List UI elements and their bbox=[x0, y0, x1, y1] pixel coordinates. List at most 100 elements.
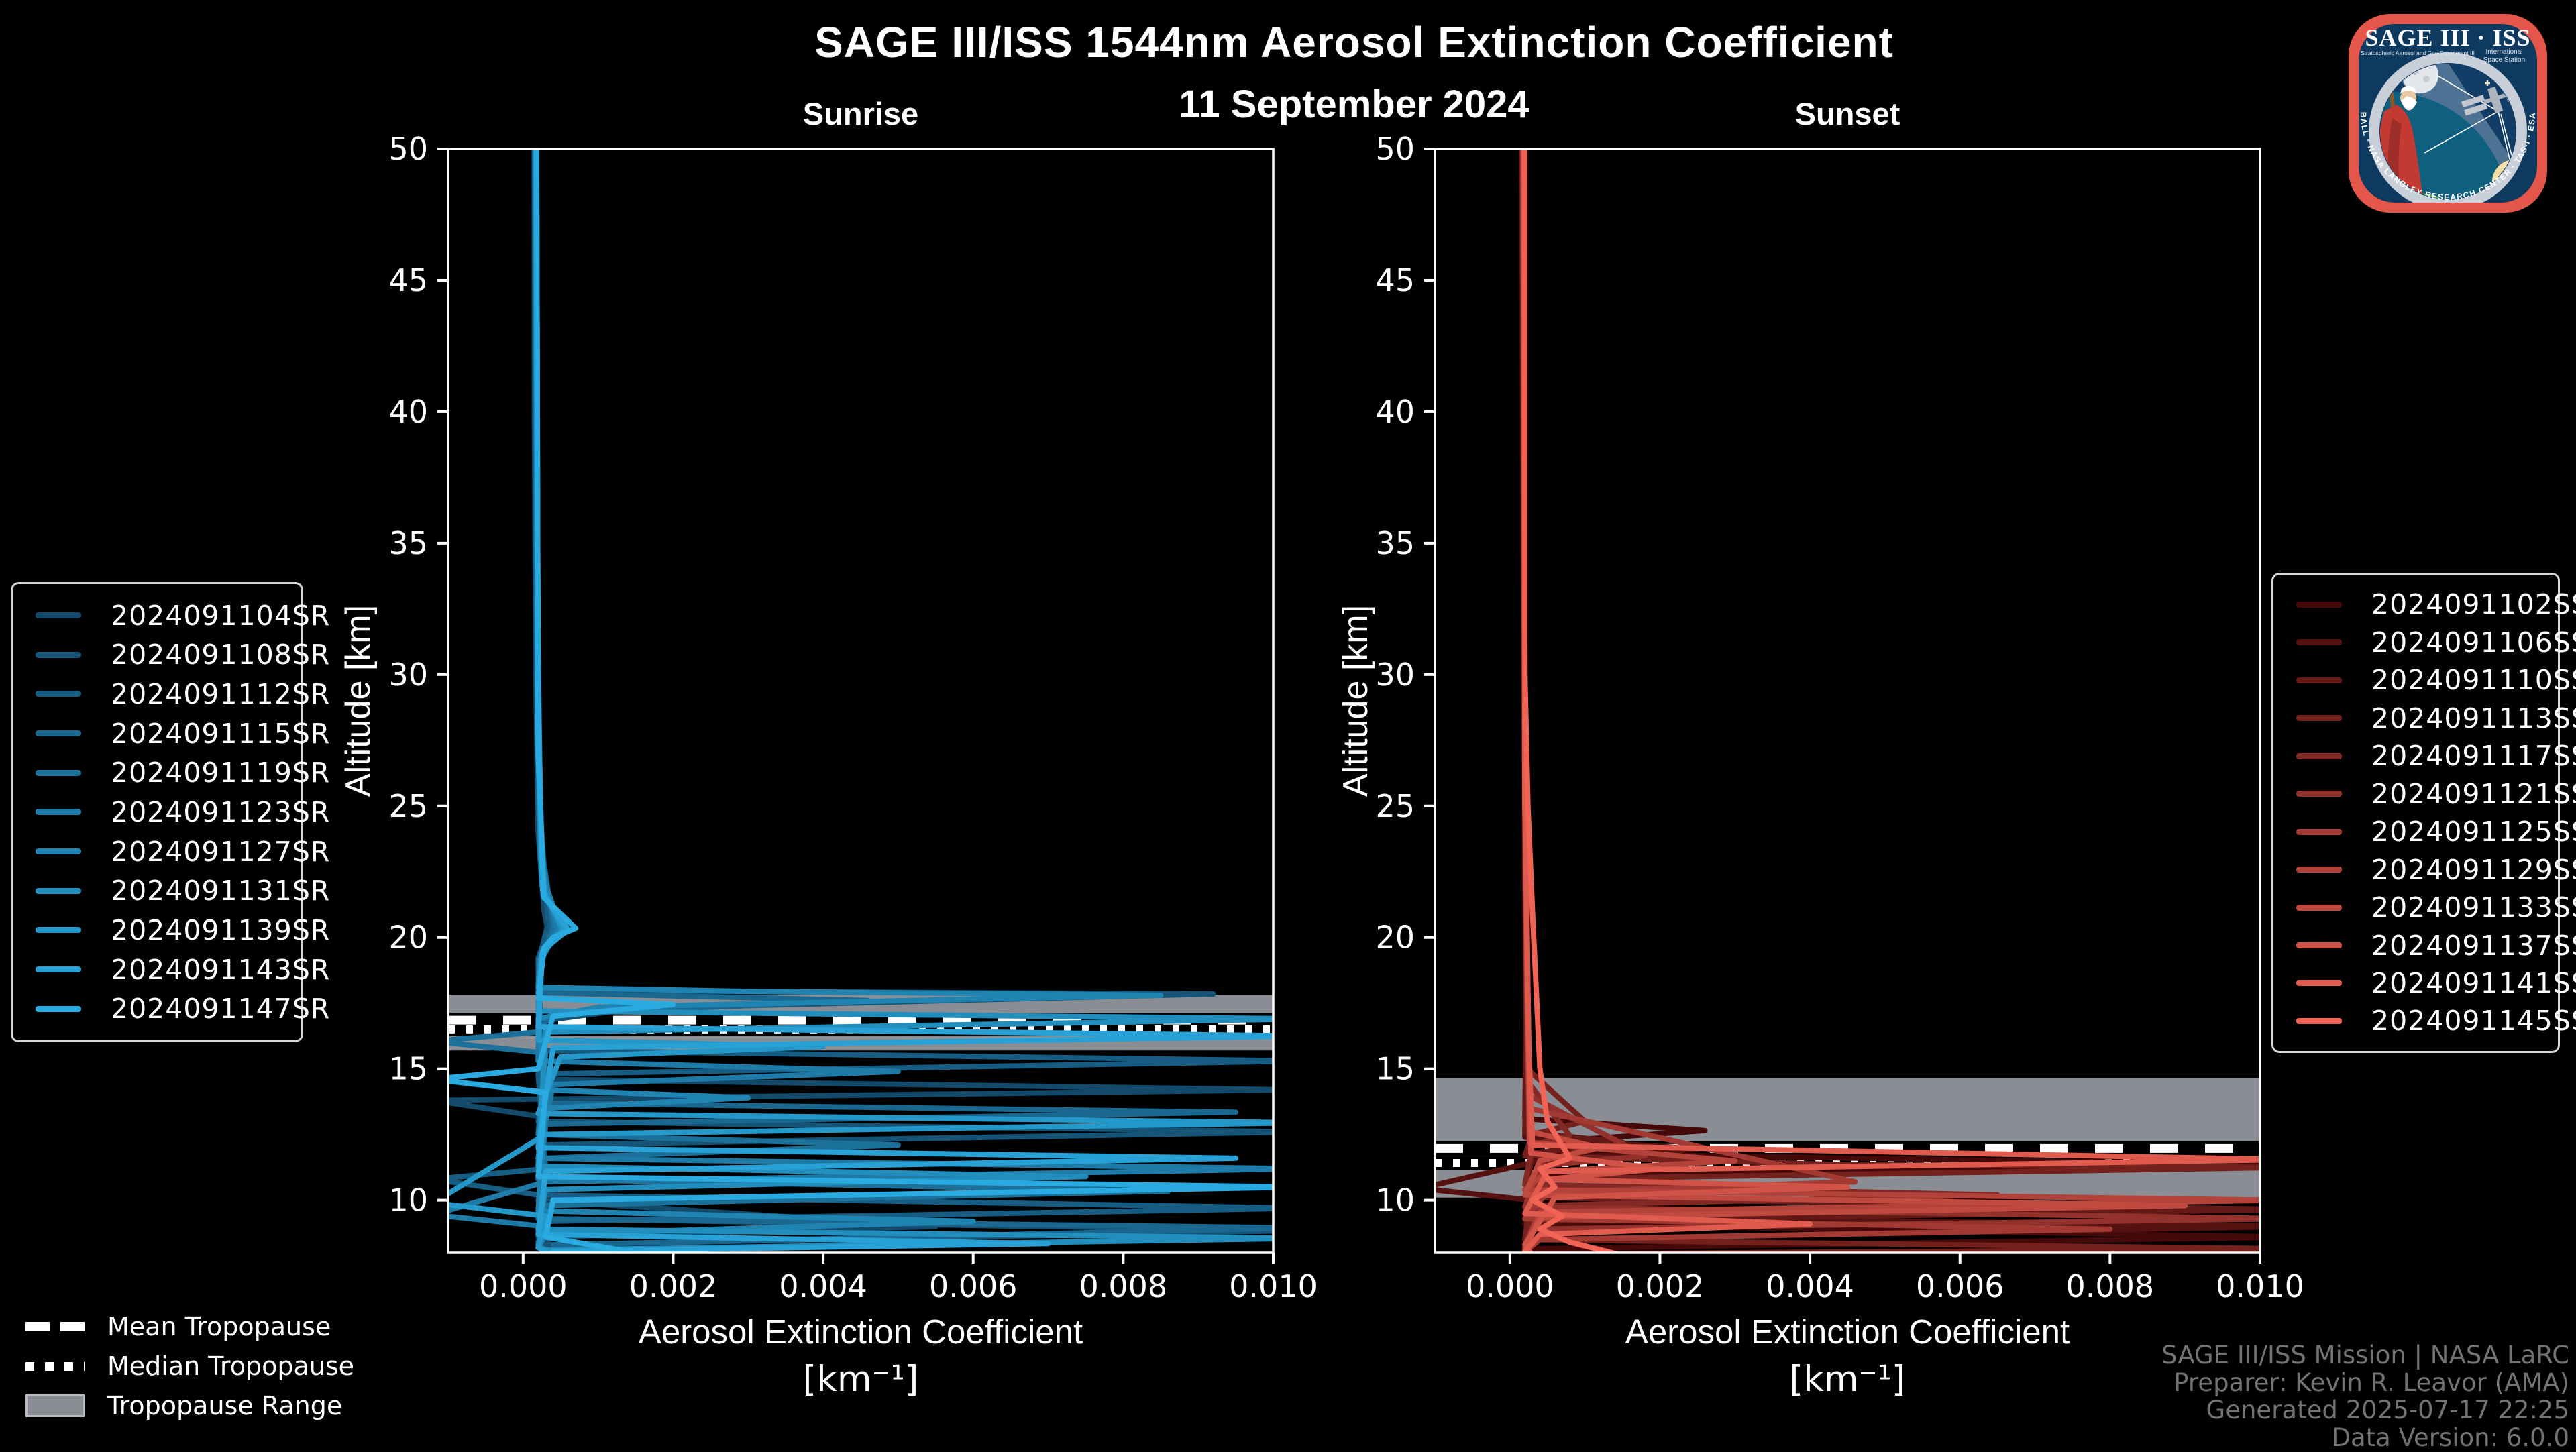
legend-item: 2024091127SR bbox=[13, 836, 329, 868]
legend-item: 2024091129SS bbox=[2273, 854, 2576, 886]
legend-label: 2024091115SR bbox=[111, 717, 331, 750]
legend-line-swatch bbox=[36, 730, 81, 737]
legend-line-swatch bbox=[36, 691, 81, 697]
legend-line-swatch bbox=[2296, 1017, 2342, 1024]
legend-item: 2024091139SR bbox=[13, 914, 329, 946]
legend-item-median-tropopause: Median Tropopause bbox=[25, 1351, 354, 1381]
legend-label: 2024091127SR bbox=[111, 835, 331, 868]
legend-item: 2024091119SR bbox=[13, 757, 329, 789]
footer-line: Preparer: Kevin R. Leavor (AMA) bbox=[2174, 1368, 2569, 1397]
legend-item: 2024091106SS bbox=[2273, 626, 2576, 659]
footer-line: Generated 2025-07-17 22:25 bbox=[2206, 1396, 2569, 1425]
legend-label: 2024091117SS bbox=[2371, 740, 2576, 773]
logo-title: SAGE III · ISS bbox=[2365, 24, 2530, 51]
y-tick-label: 20 bbox=[388, 919, 428, 956]
sunset-plot-area bbox=[1435, 149, 2260, 1253]
x-tick-label: 0.002 bbox=[1616, 1268, 1705, 1304]
y-tick-label: 45 bbox=[388, 262, 428, 298]
legend-item: 2024091123SR bbox=[13, 796, 329, 828]
legend-label: 2024091141SS bbox=[2371, 966, 2576, 999]
legend-label: 2024091145SS bbox=[2371, 1005, 2576, 1038]
x-axis-label-sunrise: Aerosol Extinction Coefficient bbox=[638, 1313, 1083, 1351]
y-tick-label: 10 bbox=[388, 1182, 428, 1219]
x-tick-label: 0.000 bbox=[1466, 1268, 1554, 1304]
page-title: SAGE III/ISS 1544nm Aerosol Extinction C… bbox=[814, 18, 1894, 66]
x-axis-unit-sunrise: [km⁻¹] bbox=[802, 1359, 919, 1400]
x-tick-label: 0.006 bbox=[929, 1268, 1018, 1304]
legend-line-swatch bbox=[2296, 677, 2342, 683]
footer-credits: SAGE III/ISS Mission | NASA LaRC Prepare… bbox=[2161, 1341, 2569, 1451]
x-tick-label: 0.008 bbox=[1079, 1268, 1168, 1304]
date-subtitle: 11 September 2024 bbox=[1179, 82, 1529, 126]
y-tick-label: 15 bbox=[1375, 1051, 1415, 1087]
x-axis-unit-sunset: [km⁻¹] bbox=[1789, 1359, 1906, 1400]
y-tick-label: 15 bbox=[388, 1051, 428, 1087]
legend-label: 2024091131SR bbox=[111, 875, 331, 907]
legend-label: 2024091104SR bbox=[111, 599, 331, 632]
y-tick-label: 45 bbox=[1375, 262, 1415, 298]
y-tick-label: 35 bbox=[1375, 525, 1415, 561]
legend-item: 2024091117SS bbox=[2273, 740, 2576, 772]
legend-line-swatch bbox=[36, 1005, 81, 1012]
legend-item: 2024091147SR bbox=[13, 993, 329, 1025]
y-tick-label: 25 bbox=[388, 788, 428, 824]
series-line-2024091145SS bbox=[1522, 149, 1623, 1253]
logo-subtitle-right-1: International bbox=[2485, 48, 2522, 56]
legend-item: 2024091133SS bbox=[2273, 891, 2576, 924]
x-tick-label: 0.006 bbox=[1916, 1268, 2004, 1304]
legend-line-swatch bbox=[36, 612, 81, 619]
y-tick-label: 30 bbox=[1375, 657, 1415, 693]
legend-line-swatch bbox=[2296, 639, 2342, 646]
legend-line-swatch bbox=[2296, 867, 2342, 873]
legend-line-swatch bbox=[2296, 715, 2342, 722]
legend-item: 2024091108SR bbox=[13, 638, 329, 671]
y-tick-label: 20 bbox=[1375, 919, 1415, 956]
y-tick-label: 40 bbox=[1375, 394, 1415, 430]
legend-line-swatch bbox=[2296, 904, 2342, 911]
y-axis-label-sunrise: Altitude [km] bbox=[339, 604, 378, 797]
legend-line-swatch bbox=[2296, 752, 2342, 759]
x-tick-label: 0.000 bbox=[479, 1268, 568, 1304]
legend-line-swatch bbox=[2296, 942, 2342, 949]
legend-sunset: 2024091102SS 2024091106SS 2024091110SS 2024… bbox=[2271, 573, 2576, 1053]
y-tick-label: 10 bbox=[1375, 1182, 1415, 1219]
legend-line-swatch bbox=[2296, 791, 2342, 797]
legend-line-swatch bbox=[36, 769, 81, 776]
legend-line-swatch bbox=[36, 651, 81, 658]
legend-label: 2024091143SR bbox=[111, 953, 331, 986]
legend-line-swatch bbox=[36, 966, 81, 973]
panel-title-sunrise: Sunrise bbox=[802, 96, 919, 131]
panel-title-sunset: Sunset bbox=[1794, 96, 1900, 131]
legend-label: 2024091112SR bbox=[111, 677, 331, 710]
y-tick-label: 40 bbox=[388, 394, 428, 430]
x-tick-label: 0.010 bbox=[1229, 1268, 1318, 1304]
legend-item: 2024091131SR bbox=[13, 875, 329, 907]
y-axis-label-sunset: Altitude [km] bbox=[1336, 604, 1375, 797]
legend-label: 2024091121SS bbox=[2371, 777, 2576, 810]
y-tick-label: 30 bbox=[388, 657, 428, 693]
gray-band-swatch bbox=[25, 1394, 85, 1417]
logo-subtitle-left: Stratospheric Aerosol and Gas Experiment… bbox=[2361, 50, 2475, 56]
legend-label: 2024091119SR bbox=[111, 757, 331, 789]
legend-item: 2024091141SS bbox=[2273, 967, 2576, 999]
legend-label: 2024091129SS bbox=[2371, 853, 2576, 886]
legend-item: 2024091110SS bbox=[2273, 664, 2576, 696]
x-tick-label: 0.008 bbox=[2066, 1268, 2155, 1304]
footer-line: SAGE III/ISS Mission | NASA LaRC bbox=[2161, 1341, 2569, 1370]
dashed-line-swatch bbox=[25, 1322, 85, 1331]
logo-subtitle-right-2: Space Station bbox=[2483, 56, 2525, 64]
tropopause-legend: Mean Tropopause Median Tropopause Tropop… bbox=[25, 1312, 354, 1420]
y-tick-label: 35 bbox=[388, 525, 428, 561]
legend-item: 2024091145SS bbox=[2273, 1005, 2576, 1037]
series-line-2024091127SR bbox=[533, 149, 1164, 1253]
legend-label: 2024091110SS bbox=[2371, 664, 2576, 697]
legend-item-tropopause-range: Tropopause Range bbox=[25, 1391, 354, 1420]
legend-label: Tropopause Range bbox=[107, 1391, 343, 1420]
legend-line-swatch bbox=[36, 848, 81, 855]
axes-spines bbox=[447, 148, 1275, 1254]
legend-label: 2024091137SS bbox=[2371, 929, 2576, 962]
sunrise-plot-area bbox=[448, 149, 1273, 1253]
y-tick-label: 50 bbox=[1375, 131, 1415, 167]
x-tick-label: 0.002 bbox=[629, 1268, 718, 1304]
